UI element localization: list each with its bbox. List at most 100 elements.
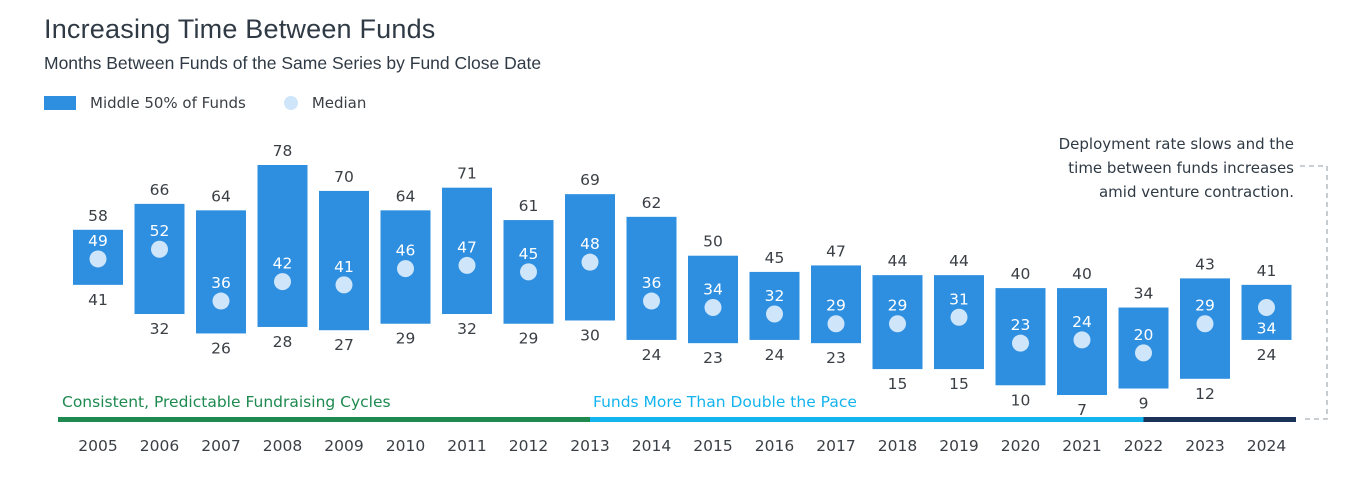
median-label-2005: 49 bbox=[88, 232, 108, 250]
median-dot-2014 bbox=[643, 292, 660, 310]
x-tick-2024: 2024 bbox=[1247, 437, 1286, 455]
median-label-2016: 32 bbox=[765, 287, 785, 305]
x-tick-2020: 2020 bbox=[1001, 437, 1040, 455]
lower-label-2019: 15 bbox=[949, 375, 969, 393]
upper-label-2010: 64 bbox=[396, 187, 416, 205]
x-tick-2013: 2013 bbox=[570, 437, 609, 455]
phase-bar-1 bbox=[58, 417, 590, 422]
upper-label-2007: 64 bbox=[211, 187, 231, 205]
x-tick-2017: 2017 bbox=[816, 437, 855, 455]
lower-label-2007: 26 bbox=[211, 339, 231, 357]
lower-label-2008: 28 bbox=[273, 333, 293, 351]
x-tick-2022: 2022 bbox=[1124, 437, 1163, 455]
median-dot-2019 bbox=[950, 308, 968, 326]
median-dot-2015 bbox=[704, 299, 722, 317]
upper-label-2016: 45 bbox=[765, 249, 785, 267]
legend: Middle 50% of Funds Median bbox=[44, 94, 366, 112]
x-tick-2008: 2008 bbox=[263, 437, 302, 455]
median-label-2017: 29 bbox=[826, 297, 846, 315]
lower-label-2014: 24 bbox=[642, 346, 662, 364]
median-dot-2021 bbox=[1073, 331, 1091, 349]
lower-label-2010: 29 bbox=[396, 330, 416, 348]
median-label-2014: 36 bbox=[642, 274, 662, 292]
lower-label-2006: 32 bbox=[150, 320, 170, 338]
lower-label-2020: 10 bbox=[1011, 391, 1031, 409]
upper-label-2012: 61 bbox=[519, 197, 539, 215]
annotation-callout: Deployment rate slows and the time betwe… bbox=[1059, 132, 1294, 204]
lower-label-2016: 24 bbox=[765, 346, 785, 364]
phase-bar-3 bbox=[1143, 417, 1296, 422]
median-label-2024: 34 bbox=[1257, 320, 1277, 338]
lower-label-2013: 30 bbox=[580, 326, 600, 344]
annotation-connector bbox=[1300, 165, 1328, 420]
x-tick-2006: 2006 bbox=[140, 437, 179, 455]
median-dot-2024 bbox=[1258, 299, 1275, 317]
upper-label-2024: 41 bbox=[1257, 262, 1277, 280]
upper-label-2023: 43 bbox=[1195, 255, 1215, 273]
median-dot-2005 bbox=[89, 250, 107, 268]
upper-label-2006: 66 bbox=[150, 181, 170, 199]
lower-label-2009: 27 bbox=[334, 336, 354, 354]
range-bar-2014 bbox=[626, 216, 677, 340]
upper-label-2019: 44 bbox=[949, 252, 969, 270]
upper-label-2018: 44 bbox=[888, 252, 908, 270]
annotation-line-2: time between funds increases bbox=[1068, 159, 1294, 177]
median-dot-2011 bbox=[458, 256, 476, 274]
median-label-2012: 45 bbox=[519, 245, 539, 263]
upper-label-2011: 71 bbox=[457, 165, 477, 183]
median-dot-2009 bbox=[335, 276, 353, 294]
annotation-line-3: amid venture contraction. bbox=[1098, 183, 1294, 201]
median-dot-2023 bbox=[1196, 315, 1214, 333]
x-tick-2018: 2018 bbox=[878, 437, 917, 455]
x-tick-2015: 2015 bbox=[693, 437, 732, 455]
x-tick-2009: 2009 bbox=[324, 437, 363, 455]
x-tick-2014: 2014 bbox=[632, 437, 671, 455]
chart-title: Increasing Time Between Funds bbox=[44, 14, 436, 44]
median-dot-2020 bbox=[1012, 334, 1029, 352]
median-dot-2006 bbox=[151, 240, 168, 258]
x-tick-2021: 2021 bbox=[1062, 437, 1101, 455]
median-dot-2016 bbox=[766, 305, 783, 323]
median-label-2015: 34 bbox=[703, 281, 723, 299]
median-label-2022: 20 bbox=[1134, 326, 1154, 344]
phase-label-1: Consistent, Predictable Fundraising Cycl… bbox=[62, 393, 391, 411]
range-bar-2011 bbox=[442, 187, 492, 315]
upper-label-2009: 70 bbox=[334, 168, 354, 186]
median-label-2023: 29 bbox=[1195, 297, 1215, 315]
median-dot-2007 bbox=[212, 292, 230, 310]
lower-label-2017: 23 bbox=[826, 349, 846, 367]
median-label-2009: 41 bbox=[334, 258, 354, 276]
median-label-2007: 36 bbox=[211, 274, 231, 292]
lower-label-2015: 23 bbox=[703, 349, 723, 367]
lower-label-2022: 9 bbox=[1139, 395, 1149, 413]
lower-label-2011: 32 bbox=[457, 320, 477, 338]
median-label-2006: 52 bbox=[150, 222, 170, 240]
median-label-2011: 47 bbox=[457, 238, 477, 256]
x-tick-2010: 2010 bbox=[386, 437, 425, 455]
legend-range-swatch bbox=[44, 96, 76, 110]
median-label-2008: 42 bbox=[273, 255, 293, 273]
median-dot-2008 bbox=[274, 273, 291, 291]
upper-label-2017: 47 bbox=[826, 242, 846, 260]
median-label-2013: 48 bbox=[580, 235, 600, 253]
median-label-2019: 31 bbox=[949, 290, 969, 308]
legend-range-label: Middle 50% of Funds bbox=[90, 94, 246, 112]
legend-median-dot bbox=[283, 96, 298, 110]
upper-label-2021: 40 bbox=[1072, 265, 1092, 283]
x-tick-2023: 2023 bbox=[1185, 437, 1224, 455]
median-dot-2017 bbox=[827, 315, 845, 333]
median-label-2018: 29 bbox=[888, 297, 908, 315]
median-label-2010: 46 bbox=[396, 242, 416, 260]
upper-label-2015: 50 bbox=[703, 233, 723, 251]
x-tick-2012: 2012 bbox=[509, 437, 548, 455]
lower-label-2018: 15 bbox=[888, 375, 908, 393]
range-bar-2006 bbox=[134, 203, 185, 315]
median-dot-2010 bbox=[397, 260, 414, 278]
legend-median-label: Median bbox=[311, 94, 367, 112]
median-label-2021: 24 bbox=[1072, 313, 1092, 331]
median-dot-2022 bbox=[1135, 344, 1152, 362]
upper-label-2014: 62 bbox=[642, 194, 662, 212]
x-tick-2011: 2011 bbox=[447, 437, 486, 455]
upper-label-2020: 40 bbox=[1011, 265, 1031, 283]
